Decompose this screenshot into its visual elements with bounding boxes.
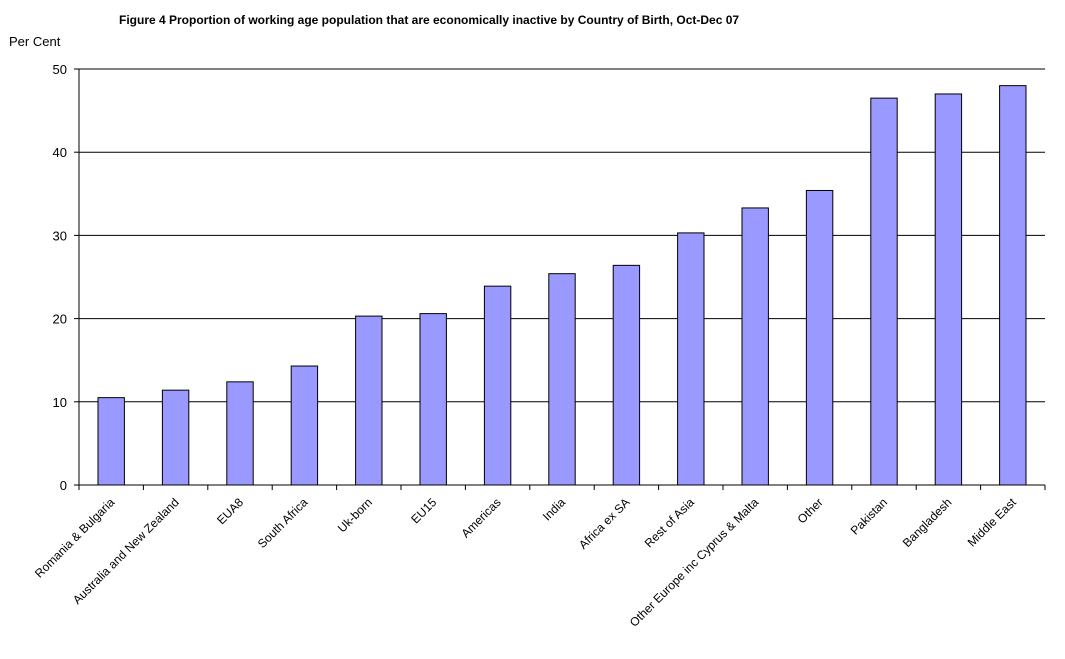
bar bbox=[870, 97, 898, 486]
x-category-label: Australia and New Zealand bbox=[70, 495, 182, 607]
y-tick-label: 30 bbox=[53, 228, 67, 243]
bar bbox=[290, 365, 319, 486]
bar bbox=[483, 285, 512, 486]
x-category-label: Pakistan bbox=[848, 495, 890, 537]
bar bbox=[97, 397, 125, 486]
x-category-label: Bangladesh bbox=[900, 495, 955, 550]
bar bbox=[226, 381, 254, 486]
bar bbox=[805, 189, 834, 486]
y-tick-label: 40 bbox=[53, 145, 67, 160]
x-category-label: Other bbox=[795, 495, 826, 526]
y-tick-label: 0 bbox=[60, 478, 67, 493]
x-category-label: Uk-born bbox=[335, 495, 375, 535]
x-category-label: Americas bbox=[458, 495, 503, 540]
axes bbox=[74, 68, 1046, 490]
x-category-label: EU15 bbox=[408, 495, 439, 526]
bar bbox=[934, 93, 963, 486]
bar bbox=[677, 232, 705, 486]
y-tick-labels: 0 10 20 30 40 50 bbox=[53, 62, 67, 493]
bar bbox=[548, 273, 576, 486]
x-category-label: South Africa bbox=[255, 495, 311, 551]
x-category-label: Rest of Asia bbox=[642, 495, 697, 550]
x-category-label: Africa ex SA bbox=[576, 495, 633, 552]
y-tick-label: 20 bbox=[53, 312, 67, 327]
y-tick-label: 10 bbox=[53, 395, 67, 410]
y-tick-label: 50 bbox=[53, 62, 67, 77]
bar bbox=[161, 389, 190, 486]
bar bbox=[612, 264, 641, 486]
x-category-label: Middle East bbox=[965, 495, 1020, 550]
x-category-label: India bbox=[540, 495, 569, 524]
x-category-label: Other Europe inc Cyprus & Malta bbox=[627, 495, 762, 630]
bars bbox=[97, 85, 1027, 486]
bar bbox=[355, 315, 383, 486]
bar bbox=[419, 313, 447, 486]
y-axis-label: Per Cent bbox=[9, 34, 61, 49]
x-category-label: EUA8 bbox=[214, 495, 246, 527]
chart-title: Figure 4 Proportion of working age popul… bbox=[119, 13, 740, 27]
bar bbox=[741, 207, 769, 486]
bar bbox=[999, 85, 1027, 486]
